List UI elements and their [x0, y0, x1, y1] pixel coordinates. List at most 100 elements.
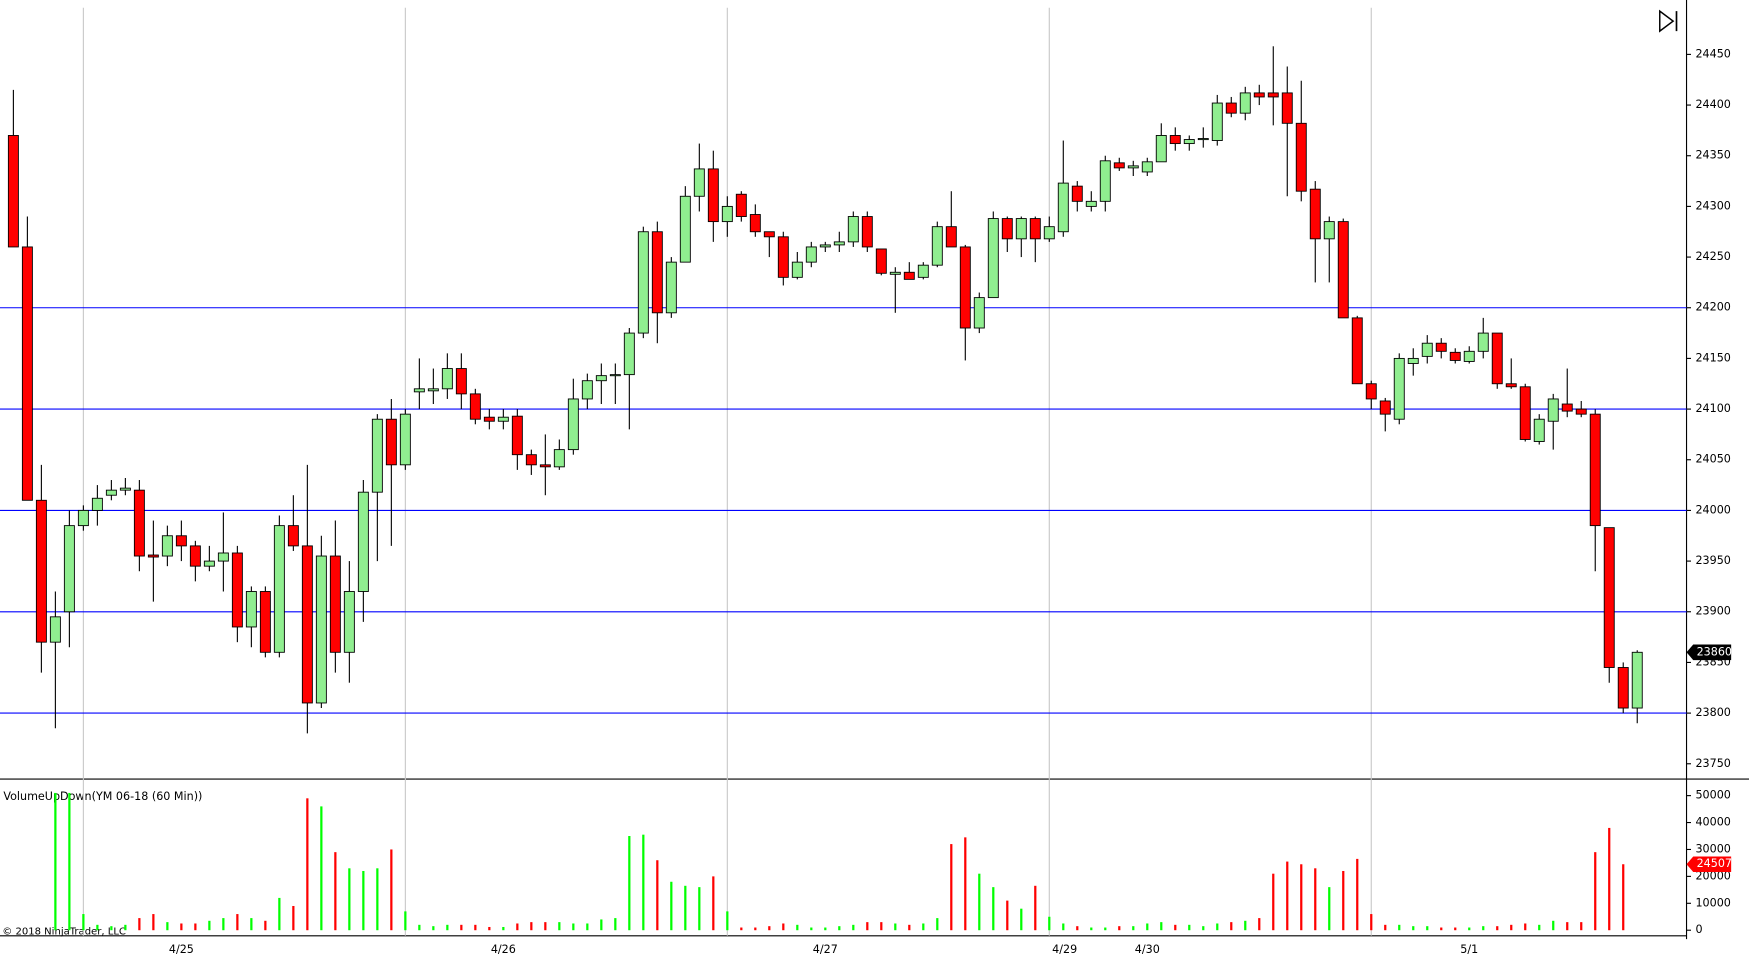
candle-body [1211, 102, 1223, 141]
candle-body [413, 388, 425, 393]
volume-bar [334, 852, 337, 931]
volume-bar [936, 918, 939, 931]
volume-bar [1160, 922, 1163, 931]
volume-bar [908, 924, 911, 931]
volume-bar [502, 926, 505, 931]
volume-bar [1468, 927, 1471, 931]
volume-bar [838, 926, 841, 931]
candle-body [259, 591, 271, 653]
candle-body [1393, 357, 1405, 420]
candle-body [287, 525, 299, 547]
candle-body [791, 261, 803, 278]
candle-body [917, 264, 929, 278]
volume-bar [1034, 885, 1037, 931]
candle-body [1561, 403, 1573, 412]
y-tick-label: 20000 [1695, 869, 1730, 882]
candle-body [1421, 342, 1433, 357]
candle-body [1225, 102, 1237, 114]
volume-bar [866, 922, 869, 931]
copyright: © 2018 NinjaTrader, LLC [2, 926, 126, 937]
candle-body [483, 416, 495, 422]
volume-bar [124, 924, 127, 931]
candle-body [1477, 332, 1489, 352]
volume-bar [1216, 923, 1219, 931]
candle-body [399, 413, 411, 466]
volume-bar [1188, 924, 1191, 931]
volume-bar [558, 922, 561, 931]
scroll-end-icon[interactable] [1659, 9, 1675, 33]
y-tick-label: 23950 [1695, 554, 1730, 567]
candle-body [693, 168, 705, 197]
candle-body [1197, 138, 1209, 141]
y-tick-label: 24450 [1695, 47, 1730, 60]
candle-body [203, 560, 215, 567]
y-tick-label: 23750 [1695, 757, 1730, 770]
candle-body [1449, 351, 1461, 361]
volume-bar [1090, 927, 1093, 931]
y-tick-label: 24100 [1695, 402, 1730, 415]
candle-body [1029, 218, 1041, 240]
volume-bar [362, 870, 365, 931]
volume-bar [418, 924, 421, 931]
candle-body [609, 374, 621, 377]
volume-bar [656, 860, 659, 931]
volume-bar [1230, 922, 1233, 931]
volume-bar [782, 923, 785, 931]
volume-bar [740, 927, 743, 931]
candle-body [1015, 218, 1027, 240]
volume-bar [992, 887, 995, 931]
candle-body [721, 205, 733, 223]
candle-body [581, 380, 593, 400]
volume-bar [1384, 924, 1387, 931]
volume-bar [1342, 870, 1345, 931]
x-tick-label: 4/27 [813, 943, 838, 956]
y-tick-label: 24150 [1695, 351, 1730, 364]
candle-body [945, 226, 957, 248]
y-tick-label: 23900 [1695, 605, 1730, 618]
volume-bar [852, 924, 855, 931]
candle-body [1379, 400, 1391, 415]
candle-body [875, 248, 887, 274]
price-marker-label: 23860 [1697, 645, 1732, 658]
y-tick-label: 40000 [1695, 816, 1730, 829]
candle-body [175, 535, 187, 547]
candle-body [35, 499, 47, 643]
candle-body [735, 193, 747, 217]
candle-body [833, 241, 845, 246]
volume-bar [1244, 920, 1247, 931]
volume-bar [432, 926, 435, 931]
y-tick-label: 30000 [1695, 842, 1730, 855]
candle-body [49, 616, 61, 643]
volume-bar [488, 926, 491, 931]
price-marker [1686, 644, 1732, 661]
candle-body [343, 591, 355, 653]
volume-bar [614, 918, 617, 931]
candle-body [1407, 357, 1419, 364]
candle-body [91, 497, 103, 511]
candle-body [1547, 398, 1559, 422]
volume-bar [1608, 827, 1611, 931]
volume-bar [1398, 924, 1401, 931]
candle-body [21, 246, 33, 501]
volume-bar [152, 914, 155, 931]
volume-bar [54, 792, 57, 931]
candle-body [539, 464, 551, 468]
candle-body [679, 195, 691, 263]
volume-bar [950, 844, 953, 931]
volume-bar [1440, 927, 1443, 931]
candle-body [1127, 165, 1139, 169]
volume-bar [208, 920, 211, 931]
volume-bar [1174, 924, 1177, 931]
volume-bar [1356, 858, 1359, 931]
candle-body [1435, 342, 1447, 352]
volume-bar [250, 918, 253, 931]
scroll-end-button[interactable] [1659, 9, 1678, 33]
candle-body [511, 415, 523, 456]
x-tick-label: 4/29 [1052, 943, 1077, 956]
x-tick-label: 4/30 [1135, 943, 1160, 956]
candle-body [861, 216, 873, 248]
volume-bar [1286, 861, 1289, 931]
volume-bar [390, 849, 393, 931]
volume-bar [1580, 922, 1583, 931]
y-tick-label: 0 [1695, 923, 1702, 936]
